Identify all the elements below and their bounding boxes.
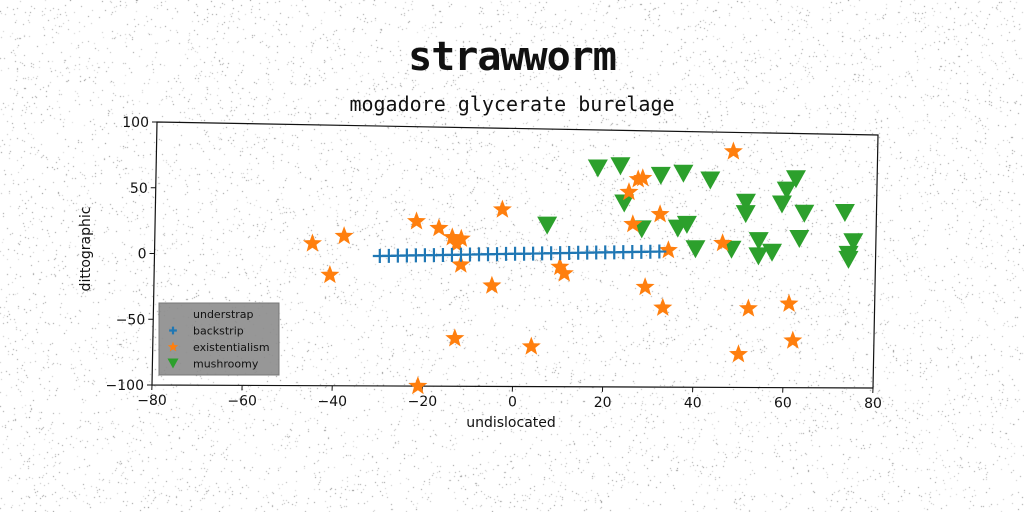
chart-title: strawworm xyxy=(408,34,617,80)
data-point-existentialism xyxy=(554,263,574,282)
data-point-existentialism xyxy=(445,328,465,347)
y-tick-label: 0 xyxy=(138,247,147,263)
data-point-existentialism xyxy=(623,214,643,233)
data-point-mushroomy xyxy=(685,240,706,259)
data-point-mushroomy xyxy=(735,193,756,212)
chart-subtitle: mogadore glycerate burelage xyxy=(349,92,675,116)
data-point-mushroomy xyxy=(700,171,721,190)
legend-label-mushroomy: mushroomy xyxy=(193,358,259,371)
data-point-existentialism xyxy=(619,182,639,201)
legend: understrap backstrip existentialism mushroo… xyxy=(158,302,280,376)
series-backstrip xyxy=(372,244,667,263)
data-point-mushroomy xyxy=(650,166,671,185)
x-tick-label: 20 xyxy=(594,395,612,411)
data-point-existentialism xyxy=(713,233,733,252)
y-tick-label: 100 xyxy=(122,115,149,131)
data-point-existentialism xyxy=(429,218,449,237)
data-point-existentialism xyxy=(334,226,354,245)
data-point-existentialism xyxy=(451,228,471,247)
data-point-mushroomy xyxy=(771,195,792,214)
data-point-mushroomy xyxy=(587,159,608,178)
data-point-existentialism xyxy=(550,257,570,276)
plot-area: −80 −60 −40 −20 0 20 40 60 80 −100 −50 0 50 100 xyxy=(106,115,882,412)
x-axis-label: undislocated xyxy=(466,415,556,431)
data-point-mushroomy xyxy=(614,194,635,213)
data-point-mushroomy xyxy=(776,181,797,200)
legend-marker-backstrip xyxy=(169,326,177,335)
data-point-mushroomy xyxy=(667,219,688,238)
data-point-existentialism xyxy=(635,277,655,296)
legend-label-backstrip: backstrip xyxy=(193,325,244,338)
x-tick-label: −60 xyxy=(227,393,257,409)
data-point-existentialism xyxy=(442,227,462,246)
y-tick-label: −100 xyxy=(106,378,144,394)
data-point-mushroomy xyxy=(794,204,815,223)
data-point-existentialism xyxy=(653,297,673,316)
data-point-mushroomy xyxy=(537,216,558,235)
legend-label-understrap: understrap xyxy=(193,308,254,321)
data-point-mushroomy xyxy=(762,243,783,262)
legend-marker-existentialism xyxy=(167,341,179,352)
y-axis-label: dittographic xyxy=(78,207,94,292)
data-point-existentialism xyxy=(723,141,743,160)
data-point-mushroomy xyxy=(789,230,810,249)
legend-label-existentialism: existentialism xyxy=(193,341,270,354)
data-point-mushroomy xyxy=(834,203,855,222)
data-point-mushroomy xyxy=(748,232,769,251)
data-point-mushroomy xyxy=(735,205,756,224)
x-tick-label: 40 xyxy=(684,395,702,411)
x-tick-label: −40 xyxy=(317,394,347,410)
data-point-backstrip xyxy=(652,244,667,259)
data-point-existentialism xyxy=(408,376,428,395)
data-point-existentialism xyxy=(492,199,512,218)
data-point-existentialism xyxy=(729,344,748,363)
series-existentialism xyxy=(302,141,803,395)
data-point-mushroomy xyxy=(610,157,631,176)
data-point-existentialism xyxy=(302,233,322,252)
data-point-mushroomy xyxy=(843,233,864,252)
data-point-existentialism xyxy=(320,265,340,284)
data-point-existentialism xyxy=(521,336,541,355)
data-point-mushroomy xyxy=(838,250,859,269)
legend-marker-mushroomy xyxy=(167,358,179,369)
y-tick-label: −50 xyxy=(116,312,146,328)
legend-box xyxy=(158,302,280,376)
data-point-existentialism xyxy=(738,298,758,317)
data-point-existentialism xyxy=(779,293,799,312)
x-tick-label: 0 xyxy=(508,395,517,411)
data-point-existentialism xyxy=(407,211,426,230)
x-tick-label: −20 xyxy=(408,394,438,410)
data-point-mushroomy xyxy=(748,247,769,266)
data-point-existentialism xyxy=(658,240,678,259)
data-point-existentialism xyxy=(628,169,648,188)
x-tick-label: −80 xyxy=(137,393,167,409)
data-point-mushroomy xyxy=(785,170,806,189)
x-tick-label: 60 xyxy=(774,396,792,412)
data-point-mushroomy xyxy=(673,164,694,183)
data-point-existentialism xyxy=(650,204,670,223)
y-tick-label: 50 xyxy=(130,181,148,197)
data-point-existentialism xyxy=(482,275,502,294)
x-tick-label: 80 xyxy=(864,396,882,412)
data-point-existentialism xyxy=(783,330,803,349)
data-point-existentialism xyxy=(451,254,471,273)
